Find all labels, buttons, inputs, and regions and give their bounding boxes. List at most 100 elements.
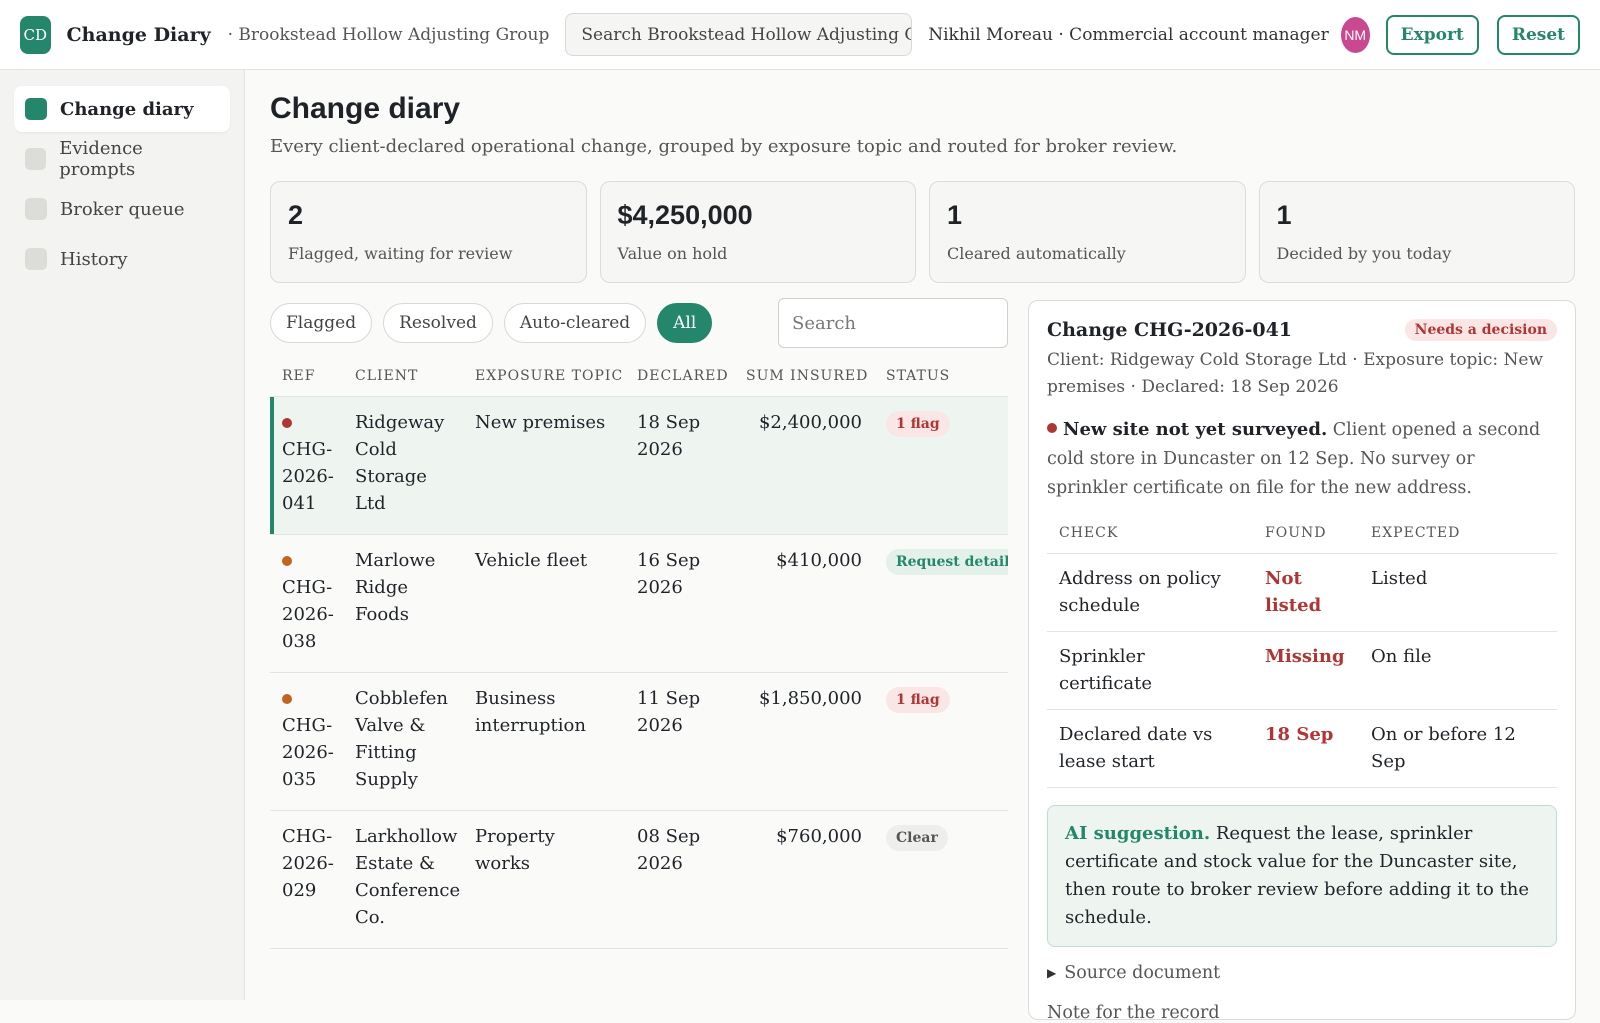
column-header-client[interactable]: CLIENT [343,368,463,397]
filter-chip-auto-cleared[interactable]: Auto-cleared [503,303,647,343]
cell-sum-insured: $2,400,000 [734,396,874,535]
cell-topic: Vehicle fleet [463,534,625,673]
cell-client: Marlowe Ridge Foods [343,534,463,673]
sidebar-item-broker-queue[interactable]: Broker queue [14,186,230,232]
nav-square-icon [25,248,47,270]
cell-declared: 08 Sep 2026 [625,810,734,949]
stat-card-cleared: 1 Cleared automatically [929,181,1246,283]
list-search-input[interactable] [778,298,1008,348]
app-logo: CD [20,15,51,54]
cell-sum-insured: $410,000 [734,534,874,673]
finding-summary: New site not yet surveyed. Client opened… [1047,415,1557,503]
source-document-toggle[interactable]: ▶ Source document [1047,963,1557,983]
column-header-sum-insured[interactable]: SUM INSURED [734,368,874,397]
check-row: Sprinkler certificate Missing On file [1047,631,1557,710]
sidebar-item-history[interactable]: History [14,236,230,282]
filter-chip-flagged[interactable]: Flagged [270,303,373,343]
sidebar-item-label: Change diary [60,98,194,120]
column-header-found: FOUND [1253,525,1359,554]
sidebar-item-label: Evidence prompts [59,138,143,180]
export-button[interactable]: Export [1385,14,1479,55]
cell-status: Clear [874,810,1008,949]
filter-chip-all[interactable]: All [657,303,713,343]
stat-card-decided: 1 Decided by you today [1258,181,1575,283]
cell-declared: 11 Sep 2026 [625,672,734,811]
sidebar-item-change-diary[interactable]: Change diary [14,86,230,132]
alert-dot-icon [1047,423,1057,433]
sidebar-item-label: Broker queue [60,198,185,220]
ai-suggestion: AI suggestion. Request the lease, sprink… [1047,805,1557,947]
page-subtitle: Every client-declared operational change… [270,136,1178,157]
check-expected: Listed [1359,553,1557,632]
checks-header-row: CHECK FOUND EXPECTED [1047,525,1557,554]
check-name: Address on policy schedule [1047,553,1253,632]
main-content: Change diary Every client-declared opera… [270,70,1576,1023]
check-found: Missing [1253,631,1359,710]
check-row: Declared date vs lease start 18 Sep On o… [1047,709,1557,788]
cell-status: Request detail [874,534,1008,673]
status-dot-icon [282,418,292,428]
column-header-expected: EXPECTED [1359,525,1557,554]
source-document-label: Source document [1064,963,1221,983]
table-row[interactable]: CHG-2026-038 Marlowe Ridge Foods Vehicle… [270,534,1008,673]
nav-square-icon [25,98,47,120]
column-header-status[interactable]: STATUS [874,368,1008,397]
stat-label: Cleared automatically [947,244,1126,263]
sidebar-item-evidence-prompts[interactable]: Evidence prompts [14,136,230,182]
column-header-check: CHECK [1047,525,1253,554]
disclosure-triangle-icon: ▶ [1047,966,1057,980]
stats-row: 2 Flagged, waiting for review $4,250,000… [270,181,1575,283]
status-dot-icon [282,556,292,566]
column-header-ref[interactable]: REF [270,368,343,397]
cell-status: 1 flag [874,396,1008,535]
avatar[interactable]: NM [1340,16,1370,53]
sidebar-item-label: History [60,248,128,270]
checks-table: CHECK FOUND EXPECTED Address on policy s… [1047,525,1557,788]
cell-sum-insured: $760,000 [734,810,874,949]
check-found: Not listed [1253,553,1359,632]
finding-body: Client opened a second cold store in Dun… [1047,420,1541,498]
check-row: Address on policy schedule Not listed Li… [1047,553,1557,632]
status-badge: Clear [886,825,948,851]
global-search-input[interactable]: Search Brookstead Hollow Adjusting Group… [565,13,913,56]
filter-chip-resolved[interactable]: Resolved [383,303,493,343]
status-badge: 1 flag [886,687,950,713]
reset-button[interactable]: Reset [1496,14,1580,55]
cell-topic: Business interruption [463,672,625,811]
status-badge: 1 flag [886,411,950,437]
cell-topic: Property works [463,810,625,949]
table-row[interactable]: CHG-2026-029 Larkhollow Estate & Confere… [270,810,1008,949]
stat-value: 2 [288,200,304,230]
cell-client: Ridgeway Cold Storage Ltd [343,396,463,535]
cell-client: Larkhollow Estate & Conference Co. [343,810,463,949]
check-name: Declared date vs lease start [1047,709,1253,788]
table-row[interactable]: CHG-2026-041 Ridgeway Cold Storage Ltd N… [270,396,1008,535]
detail-header: Change CHG-2026-041 Needs a decision [1047,319,1557,341]
ai-suggestion-text: Request the lease, sprinkler certificate… [1065,823,1530,928]
stat-value: 1 [947,200,963,230]
stat-card-value-on-hold: $4,250,000 Value on hold [599,181,916,283]
table-row[interactable]: CHG-2026-035 Cobblefen Valve & Fitting S… [270,672,1008,811]
change-detail-panel: Change CHG-2026-041 Needs a decision Cli… [1028,300,1576,1023]
nav-square-icon [25,198,47,220]
status-badge: Request detail [886,549,1008,575]
needs-decision-badge: Needs a decision [1404,319,1557,341]
organization-name: · Brookstead Hollow Adjusting Group [227,24,550,45]
check-expected: On or before 12 Sep [1359,709,1557,788]
cell-declared: 16 Sep 2026 [625,534,734,673]
cell-sum-insured: $1,850,000 [734,672,874,811]
check-name: Sprinkler certificate [1047,631,1253,710]
stat-label: Flagged, waiting for review [288,244,513,263]
stat-value: $4,250,000 [617,200,753,230]
stat-label: Decided by you today [1276,244,1452,263]
current-user: Nikhil Moreau · Commercial account manag… [928,24,1329,45]
column-header-topic[interactable]: EXPOSURE TOPIC [463,368,625,397]
detail-title: Change CHG-2026-041 [1047,319,1293,341]
table-header-row: REF CLIENT EXPOSURE TOPIC DECLARED SUM I… [270,368,1008,397]
changes-table: REF CLIENT EXPOSURE TOPIC DECLARED SUM I… [270,368,1008,949]
stat-label: Value on hold [617,244,728,263]
status-dot-icon [282,694,292,704]
stat-value: 1 [1276,200,1292,230]
column-header-declared[interactable]: DECLARED [625,368,734,397]
nav-square-icon [25,148,47,170]
